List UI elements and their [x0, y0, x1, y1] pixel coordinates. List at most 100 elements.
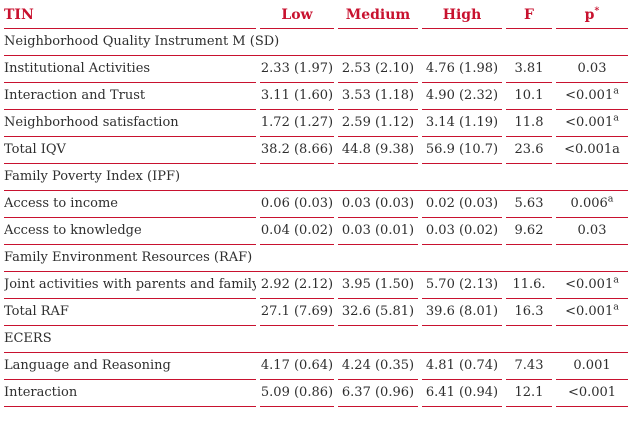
cell-text: 23.6	[514, 142, 544, 157]
cell-text: 0.03 (0.01)	[341, 223, 415, 238]
row-label: Institutional Activities	[4, 56, 256, 83]
f-value: 9.62	[506, 218, 552, 245]
cell-text: 0.03	[577, 61, 607, 76]
medium-value: 6.37 (0.96)	[338, 380, 418, 407]
cell-text: p	[584, 6, 595, 23]
cell-superscript: *	[594, 4, 600, 16]
cell-text: 2.53 (2.10)	[341, 61, 415, 76]
data-row: Language and Reasoning 4.17 (0.64) 4.24 (0…	[4, 353, 628, 380]
high-value: 6.41 (0.94)	[422, 380, 502, 407]
f-value: 11.8	[506, 110, 552, 137]
cell-text: Language and Reasoning	[4, 358, 171, 373]
cell-text: 38.2 (8.66)	[260, 142, 334, 157]
row-label: Interaction and Trust	[4, 83, 256, 110]
row-label: Language and Reasoning	[4, 353, 256, 380]
cell-text: Access to income	[4, 196, 118, 211]
cell-text: <0.001a	[564, 142, 620, 157]
cell-text: 0.006	[570, 196, 608, 211]
cell-text: 2.33 (1.97)	[260, 61, 334, 76]
low-value: 2.33 (1.97)	[260, 56, 334, 83]
p-value: 0.03	[556, 218, 628, 245]
cell-text: 0.001	[573, 358, 611, 373]
section-label: Neighborhood Quality Instrument M (SD)	[4, 29, 628, 56]
cell-text: 5.70 (2.13)	[425, 277, 499, 292]
cell-text: Total RAF	[4, 304, 69, 319]
f-value: 11.6.	[506, 272, 552, 299]
cell-text: 9.62	[514, 223, 544, 238]
section-row: Family Poverty Index (IPF)	[4, 164, 628, 191]
cell-text: Low	[281, 6, 313, 23]
cell-text: Interaction	[4, 385, 78, 400]
cell-text: 16.3	[514, 304, 544, 319]
row-label: Total RAF	[4, 299, 256, 326]
f-value: 12.1	[506, 380, 552, 407]
data-row: Access to knowledge 0.04 (0.02) 0.03 (0.01…	[4, 218, 628, 245]
medium-value: 44.8 (9.38)	[338, 137, 418, 164]
cell-text: 3.95 (1.50)	[341, 277, 415, 292]
data-row: Joint activities with parents and family…	[4, 272, 628, 299]
table-body: Neighborhood Quality Instrument M (SD) In…	[4, 29, 628, 407]
cell-text: Total IQV	[4, 142, 66, 157]
column-header-medium: Medium	[338, 2, 418, 29]
medium-value: 32.6 (5.81)	[338, 299, 418, 326]
cell-text: 32.6 (5.81)	[341, 304, 415, 319]
low-value: 4.17 (0.64)	[260, 353, 334, 380]
low-value: 1.72 (1.27)	[260, 110, 334, 137]
p-value: <0.001a	[556, 137, 628, 164]
medium-value: 0.03 (0.03)	[338, 191, 418, 218]
f-value: 16.3	[506, 299, 552, 326]
cell-text: 12.1	[514, 385, 544, 400]
p-value: <0.001a	[556, 110, 628, 137]
p-value: <0.001	[556, 380, 628, 407]
column-header-f: F	[506, 2, 552, 29]
cell-text: 4.90 (2.32)	[425, 88, 499, 103]
cell-text: Institutional Activities	[4, 61, 151, 76]
high-value: 5.70 (2.13)	[422, 272, 502, 299]
cell-text: <0.001	[565, 277, 614, 292]
cell-text: 27.1 (7.69)	[260, 304, 334, 319]
cell-text: 39.6 (8.01)	[425, 304, 499, 319]
cell-text: <0.001	[565, 115, 614, 130]
cell-text: ECERS	[4, 331, 52, 346]
row-label: Access to income	[4, 191, 256, 218]
cell-text: 0.03	[577, 223, 607, 238]
cell-text: 0.03 (0.03)	[341, 196, 415, 211]
cell-text: 5.63	[514, 196, 544, 211]
high-value: 4.81 (0.74)	[422, 353, 502, 380]
column-header-high: High	[422, 2, 502, 29]
cell-text: 7.43	[514, 358, 544, 373]
cell-text: Family Environment Resources (RAF)	[4, 250, 253, 265]
cell-text: 44.8 (9.38)	[341, 142, 415, 157]
low-value: 38.2 (8.66)	[260, 137, 334, 164]
row-label: Interaction	[4, 380, 256, 407]
section-row: ECERS	[4, 326, 628, 353]
cell-superscript: a	[613, 274, 619, 286]
low-value: 0.06 (0.03)	[260, 191, 334, 218]
high-value: 39.6 (8.01)	[422, 299, 502, 326]
row-label: Neighborhood satisfaction	[4, 110, 256, 137]
low-value: 2.92 (2.12)	[260, 272, 334, 299]
data-row: Access to income 0.06 (0.03) 0.03 (0.03) 0.…	[4, 191, 628, 218]
low-value: 27.1 (7.69)	[260, 299, 334, 326]
cell-text: 5.09 (0.86)	[260, 385, 334, 400]
section-label: Family Poverty Index (IPF)	[4, 164, 628, 191]
column-header-p: p*	[556, 2, 628, 29]
cell-text: 3.14 (1.19)	[425, 115, 499, 130]
medium-value: 4.24 (0.35)	[338, 353, 418, 380]
cell-superscript: a	[613, 112, 619, 124]
high-value: 3.14 (1.19)	[422, 110, 502, 137]
cell-text: 2.92 (2.12)	[260, 277, 334, 292]
f-value: 5.63	[506, 191, 552, 218]
p-value: 0.03	[556, 56, 628, 83]
cell-superscript: a	[613, 85, 619, 97]
cell-text: 1.72 (1.27)	[260, 115, 334, 130]
cell-text: 2.59 (1.12)	[341, 115, 415, 130]
p-value: <0.001a	[556, 83, 628, 110]
f-value: 3.81	[506, 56, 552, 83]
cell-text: 3.81	[514, 61, 544, 76]
cell-text: 0.03 (0.02)	[425, 223, 499, 238]
data-row: Interaction and Trust 3.11 (1.60) 3.53 (1.…	[4, 83, 628, 110]
low-value: 0.04 (0.02)	[260, 218, 334, 245]
column-header-label: TIN	[4, 2, 256, 29]
